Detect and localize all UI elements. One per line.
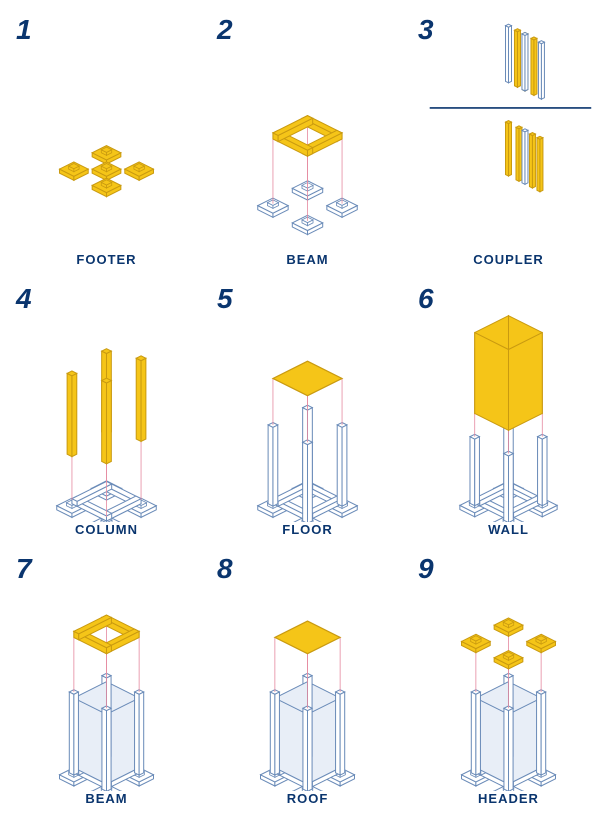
step-label: ROOF bbox=[209, 791, 406, 812]
step-7: 7BEAM bbox=[8, 547, 205, 812]
step-5: 5FLOOR bbox=[209, 277, 406, 542]
step-9: 9HEADER bbox=[410, 547, 607, 812]
step-label: WALL bbox=[410, 522, 607, 543]
step-4: 4COLUMN bbox=[8, 277, 205, 542]
step-8: 8ROOF bbox=[209, 547, 406, 812]
step-diagram-roof bbox=[209, 547, 406, 791]
step-6: 6WALL bbox=[410, 277, 607, 542]
step-diagram-beam1 bbox=[209, 8, 406, 252]
step-1: 1FOOTER bbox=[8, 8, 205, 273]
step-3: 3COUPLER bbox=[410, 8, 607, 273]
step-diagram-coupler bbox=[410, 8, 607, 252]
assembly-steps-grid: 1FOOTER2BEAM3COUPLER 4COLUMN5FLOOR6WALL 7B… bbox=[0, 0, 615, 820]
step-diagram-header bbox=[410, 547, 607, 791]
step-label: FLOOR bbox=[209, 522, 406, 543]
step-2: 2BEAM bbox=[209, 8, 406, 273]
step-label: BEAM bbox=[209, 252, 406, 273]
step-diagram-column bbox=[8, 277, 205, 521]
step-diagram-floor bbox=[209, 277, 406, 521]
step-label: BEAM bbox=[8, 791, 205, 812]
step-label: COUPLER bbox=[410, 252, 607, 273]
step-label: HEADER bbox=[410, 791, 607, 812]
step-diagram-footer bbox=[8, 8, 205, 252]
step-label: COLUMN bbox=[8, 522, 205, 543]
step-diagram-beam2 bbox=[8, 547, 205, 791]
step-label: FOOTER bbox=[8, 252, 205, 273]
step-diagram-wall bbox=[410, 277, 607, 521]
